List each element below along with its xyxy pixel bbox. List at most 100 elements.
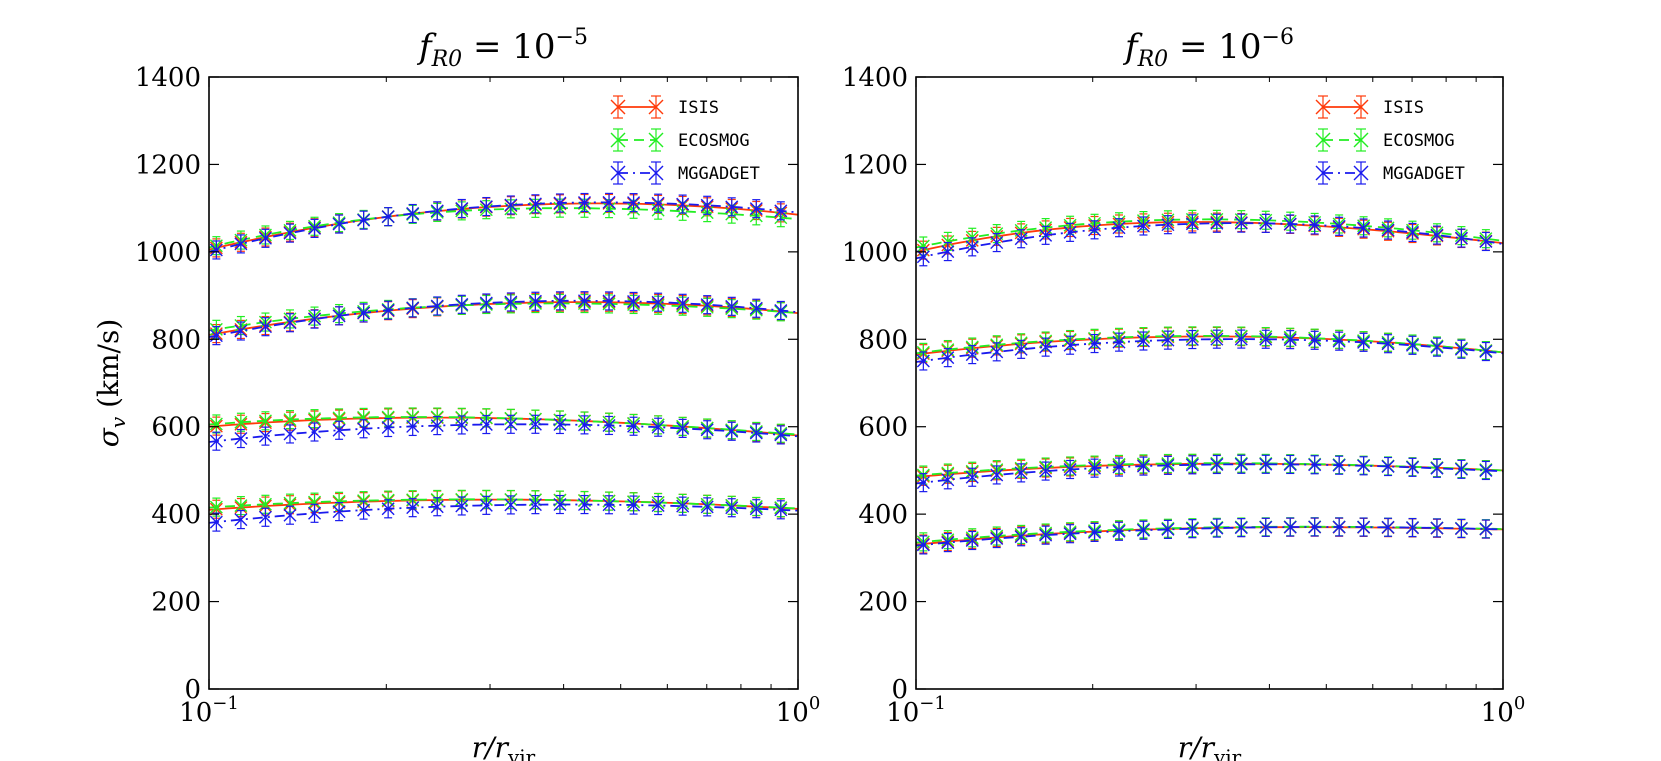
marker-x	[1210, 457, 1224, 471]
legend-item-isis: ISIS	[1315, 95, 1424, 119]
series-line-ecosmog-1	[209, 207, 798, 249]
marker-x	[258, 320, 272, 334]
legend-marker	[610, 132, 626, 148]
marker-x	[1406, 521, 1419, 535]
series-line-mggadget-3	[916, 463, 1503, 485]
marker-x	[1332, 219, 1346, 233]
data-point	[1479, 519, 1493, 539]
data-point	[990, 342, 1004, 362]
legend-item-ecosmog: ECOSMOG	[1315, 128, 1455, 152]
data-point	[1234, 329, 1248, 349]
data-point	[1210, 213, 1224, 233]
data-point	[916, 247, 930, 267]
marker-x	[406, 419, 420, 433]
data-point	[1112, 457, 1126, 477]
legend-marker	[1353, 99, 1369, 115]
data-point	[749, 199, 763, 219]
marker-x	[774, 503, 788, 517]
marker-x	[916, 354, 930, 368]
marker-x	[965, 240, 979, 254]
data-point	[234, 321, 248, 341]
marker-x	[1088, 525, 1102, 539]
marker-x	[1381, 520, 1395, 534]
x-tick-base: 10	[179, 698, 212, 728]
title-equals: = 10	[462, 27, 555, 67]
data-point	[1210, 329, 1224, 349]
marker-x	[553, 196, 567, 210]
data-point	[455, 198, 469, 219]
data-point	[965, 344, 979, 365]
data-point	[700, 295, 714, 315]
marker-x	[1112, 221, 1126, 235]
marker-x	[1185, 333, 1199, 347]
data-point	[1259, 329, 1273, 349]
data-point	[308, 503, 322, 523]
marker-x	[1381, 460, 1395, 473]
marker-x	[676, 296, 690, 310]
marker-x	[941, 473, 955, 487]
marker-x	[627, 419, 641, 433]
data-point	[455, 415, 469, 435]
data-point	[1357, 332, 1371, 352]
data-point	[406, 298, 420, 318]
marker-x	[627, 498, 641, 512]
data-point	[990, 465, 1004, 485]
data-point	[627, 193, 641, 213]
x-tick-label: 100	[1481, 693, 1526, 728]
chart-title: fR0 = 10−6	[1122, 25, 1294, 72]
marker-x	[1112, 460, 1126, 474]
plot-area	[209, 192, 798, 532]
data-point	[1430, 518, 1444, 538]
data-point	[725, 498, 739, 518]
data-point	[1088, 522, 1102, 543]
marker-x	[1454, 342, 1468, 356]
data-point	[602, 291, 616, 311]
legend-item-mggadget: MGGADGET	[610, 161, 760, 185]
data-point	[357, 210, 371, 230]
data-point	[553, 193, 567, 213]
data-point	[916, 473, 930, 493]
data-point	[308, 218, 322, 238]
marker-x	[1014, 530, 1028, 544]
data-point	[1406, 457, 1419, 477]
data-point	[651, 292, 665, 312]
data-point	[700, 420, 714, 440]
marker-x	[1454, 521, 1468, 535]
data-point	[209, 240, 223, 260]
marker-x	[381, 210, 395, 224]
data-point	[455, 294, 469, 314]
series-line-isis-1	[209, 202, 798, 251]
data-point	[406, 498, 420, 518]
marker-x	[1479, 234, 1493, 248]
marker-x	[1283, 457, 1297, 471]
data-point	[283, 313, 297, 333]
data-point	[749, 499, 763, 519]
data-point	[1283, 330, 1297, 350]
marker-x	[1308, 333, 1322, 347]
marker-x	[1210, 521, 1224, 535]
marker-x	[1088, 461, 1102, 475]
data-point	[1406, 517, 1419, 538]
marker-x	[990, 468, 1004, 482]
series-line-mggadget-3	[209, 423, 798, 443]
data-point	[209, 512, 223, 532]
title-subscript: R0	[431, 47, 463, 72]
data-point	[676, 496, 690, 516]
legend-marker	[1315, 165, 1331, 181]
marker-x	[553, 498, 567, 512]
legend-label: ISIS	[1383, 98, 1424, 118]
series-line-ecosmog-2	[916, 335, 1503, 355]
y-tick-label: 1200	[135, 150, 201, 180]
data-point	[602, 415, 616, 436]
data-point	[577, 192, 591, 213]
data-point	[430, 296, 444, 316]
legend-item-mggadget: MGGADGET	[1315, 161, 1465, 185]
data-point	[990, 528, 1004, 549]
y-tick-label: 1000	[842, 238, 908, 268]
marker-x	[1039, 464, 1053, 478]
marker-x	[283, 496, 297, 510]
marker-x	[357, 213, 371, 227]
marker-x	[1259, 457, 1273, 471]
